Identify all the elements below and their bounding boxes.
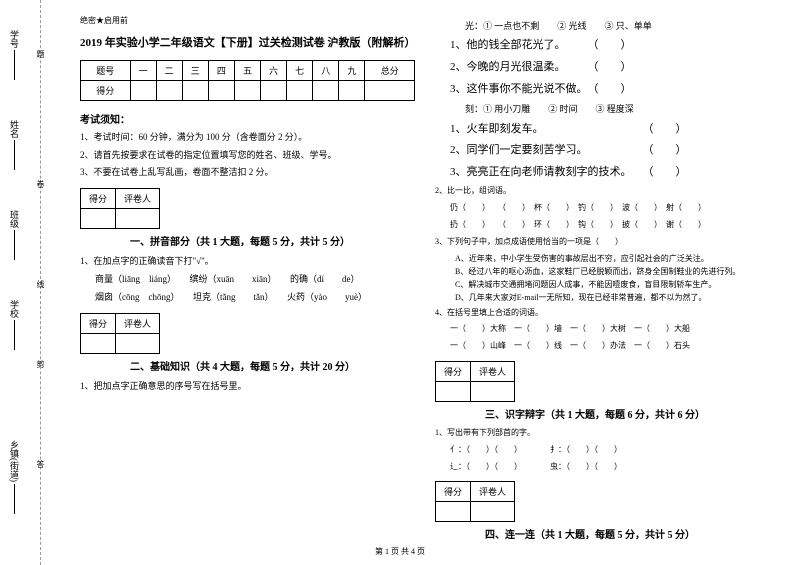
definition: 光：① 一点也不剩 ② 光线 ③ 只、单单 [435, 19, 770, 33]
cell: 七 [287, 61, 313, 81]
radical-line: 辶：（ ）（ ） 虫：（ ）（ ） [435, 461, 770, 474]
content-area: 绝密★启用前 2019 年实验小学二年级语文【下册】过关检测试卷 沪教版（附解析… [50, 0, 800, 565]
cell[interactable] [436, 502, 471, 522]
pinyin-line: 商量（liāng liáng） 缤纷（xuān xiān） 的确（dí de） [80, 272, 415, 286]
score-box: 得分评卷人 [435, 481, 770, 522]
cell: 得分 [81, 188, 116, 208]
dash-label: 答 [35, 460, 46, 468]
dash-label: 题 [35, 50, 46, 58]
cell: 得分 [436, 482, 471, 502]
question: 1、在加点字的正确读音下打"√"。 [80, 254, 415, 268]
cell: 得分 [436, 361, 471, 381]
cell: 八 [313, 61, 339, 81]
cell: 得分 [81, 313, 116, 333]
option: D、几年来大家对E-mail一无所知，现在已经非常普遍，都不以为然了。 [455, 292, 770, 303]
question-item: 2、同学们一定要刻苦学习。 （ ） [435, 142, 770, 160]
score-box: 得分评卷人 [80, 188, 415, 229]
field-xuehao: 学号 [8, 30, 21, 82]
part4-title: 四、连一连（共 1 大题，每题 5 分，共计 5 分） [485, 526, 770, 541]
cell[interactable] [261, 81, 287, 101]
cell: 总分 [365, 61, 415, 81]
question: 4、在括号里填上合适的词语。 [435, 307, 770, 320]
definition: 刻：① 用小刀雕 ② 时间 ③ 程度深 [435, 102, 770, 116]
radical-line: 亻：（ ）（ ） 扌：（ ）（ ） [435, 444, 770, 457]
cell[interactable] [116, 333, 160, 353]
cell: 评卷人 [116, 313, 160, 333]
cell[interactable] [471, 381, 515, 401]
cell[interactable] [182, 81, 208, 101]
field-town: 乡镇(街道) [8, 440, 21, 516]
question: 1、把加点字正确意思的序号写在括号里。 [80, 379, 415, 393]
question-item: 1、火车即刻发车。 （ ） [435, 121, 770, 139]
cell[interactable] [156, 81, 182, 101]
exam-title: 2019 年实验小学二年级语文【下册】过关检测试卷 沪教版（附解析） [80, 34, 415, 50]
question: 2、比一比，组词语。 [435, 185, 770, 198]
word-line: 仍（ ） （ ） 杯（ ） 钓（ ） 波（ ） 射（ ） [435, 202, 770, 215]
secret-label: 绝密★启用前 [80, 15, 415, 26]
table-row: 得分 [81, 81, 415, 101]
question-item: 3、亮亮正在向老师请教刻字的技术。 （ ） [435, 164, 770, 182]
notice-item: 2、请首先按要求在试卷的指定位置填写您的姓名、班级、学号。 [80, 149, 415, 163]
question-item: 1、他的钱全部花光了。 （ ） [435, 37, 770, 55]
cell[interactable] [208, 81, 234, 101]
cell[interactable] [130, 81, 156, 101]
table-row: 题号 一 二 三 四 五 六 七 八 九 总分 [81, 61, 415, 81]
dash-label: 卷 [35, 180, 46, 188]
score-box: 得分评卷人 [80, 313, 415, 354]
cell: 评卷人 [471, 361, 515, 381]
cell[interactable] [365, 81, 415, 101]
cell[interactable] [116, 208, 160, 228]
page-container: 学号 姓名 班级 学校 乡镇(街道) 题 卷 线 剪 答 绝密★启用前 2019… [0, 0, 800, 565]
cell: 一 [130, 61, 156, 81]
cell[interactable] [313, 81, 339, 101]
cell: 九 [339, 61, 365, 81]
cell[interactable] [471, 502, 515, 522]
question: 1、写出带有下列部首的字。 [435, 427, 770, 440]
cell[interactable] [287, 81, 313, 101]
question: 3、下列句子中，加点成语使用恰当的一项是（ ） [435, 236, 770, 249]
question-item: 3、这件事你不能光说不做。 （ ） [435, 81, 770, 99]
binding-area: 学号 姓名 班级 学校 乡镇(街道) 题 卷 线 剪 答 [0, 0, 50, 565]
notice-title: 考试须知： [80, 111, 415, 126]
cell[interactable] [81, 208, 116, 228]
cell: 二 [156, 61, 182, 81]
field-class: 班级 [8, 210, 21, 262]
option: A、近年来，中小学生受伤害的事故层出不穷，应引起社会的广泛关注。 [455, 253, 770, 264]
notice-item: 3、不要在试卷上乱写乱画，卷面不整洁扣 2 分。 [80, 166, 415, 180]
cell: 四 [208, 61, 234, 81]
pinyin-line: 烟囱（cōng chōng） 坦克（tǎng tǎn） 火药（yào yuè） [80, 290, 415, 304]
left-column: 绝密★启用前 2019 年实验小学二年级语文【下册】过关检测试卷 沪教版（附解析… [70, 15, 425, 550]
word-line: 一（ ）山峰 一（ ）线 一（ ）办法 一（ ）石头 [435, 340, 770, 353]
cell[interactable] [81, 333, 116, 353]
field-school: 学校 [8, 300, 21, 352]
option: C、解决城市交通拥堵问题因人成事，不能因噎废食，盲目限制轿车生产。 [455, 279, 770, 290]
score-table: 题号 一 二 三 四 五 六 七 八 九 总分 得分 [80, 60, 415, 101]
right-column: 光：① 一点也不剩 ② 光线 ③ 只、单单 1、他的钱全部花光了。 （ ） 2、… [425, 15, 780, 550]
dash-label: 线 [35, 280, 46, 288]
notice-item: 1、考试时间：60 分钟，满分为 100 分（含卷面分 2 分）。 [80, 131, 415, 145]
field-name: 姓名 [8, 120, 21, 172]
cell: 得分 [81, 81, 131, 101]
cell: 五 [234, 61, 260, 81]
cell: 题号 [81, 61, 131, 81]
dash-label: 剪 [35, 360, 46, 368]
cell: 评卷人 [471, 482, 515, 502]
part3-title: 三、识字辩字（共 1 大题，每题 6 分，共计 6 分） [485, 406, 770, 421]
page-footer: 第 1 页 共 4 页 [375, 546, 425, 557]
option: B、经过八年的呕心沥血，这家鞋厂已经脱颖而出，跻身全国制鞋业的先进行列。 [455, 266, 770, 277]
cell: 评卷人 [116, 188, 160, 208]
part1-title: 一、拼音部分（共 1 大题，每题 5 分，共计 5 分） [130, 233, 415, 248]
word-line: 扔（ ） （ ） 环（ ） 钩（ ） 披（ ） 谢（ ） [435, 219, 770, 232]
score-box: 得分评卷人 [435, 361, 770, 402]
cell[interactable] [339, 81, 365, 101]
question-item: 2、今晚的月光很温柔。 （ ） [435, 59, 770, 77]
cell[interactable] [436, 381, 471, 401]
part2-title: 二、基础知识（共 4 大题，每题 5 分，共计 20 分） [130, 358, 415, 373]
word-line: 一（ ）大称 一（ ）墙 一（ ）大树 一（ ）大船 [435, 323, 770, 336]
cell[interactable] [234, 81, 260, 101]
cell: 三 [182, 61, 208, 81]
cell: 六 [261, 61, 287, 81]
